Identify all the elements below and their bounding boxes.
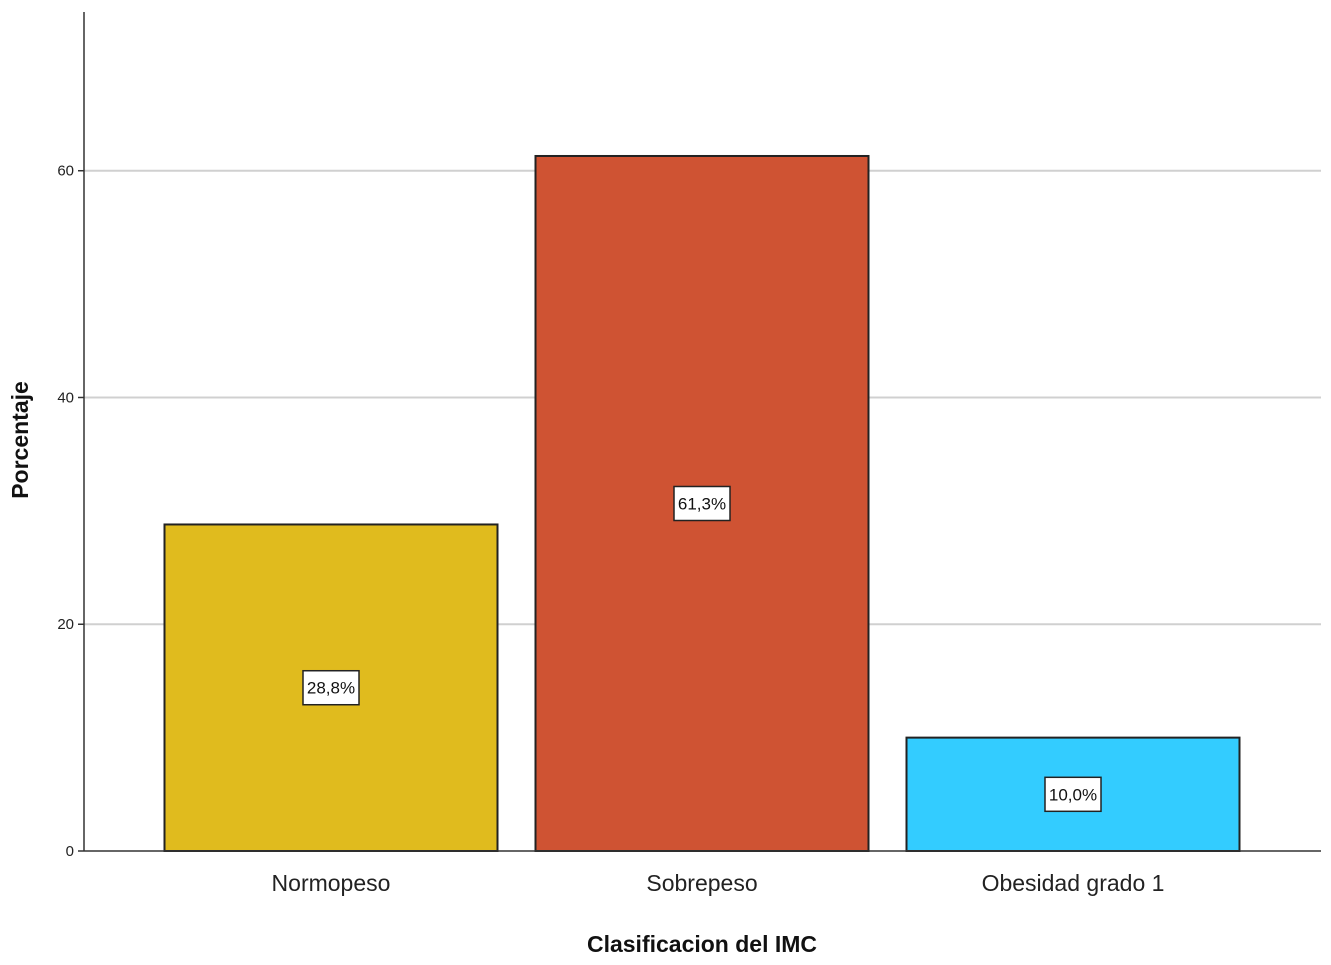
data-label: 10,0% (1049, 785, 1097, 804)
y-tick-label: 40 (57, 389, 74, 406)
data-label-box (673, 485, 731, 522)
x-axis-title: Clasificacion del IMC (587, 931, 817, 957)
x-tick-label: Sobrepeso (646, 870, 757, 896)
data-label-box (1044, 776, 1102, 813)
data-label-box (302, 669, 360, 706)
y-axis-ticks: 0 20 40 60 (57, 163, 84, 860)
bars: 28,8% 61,3% 10,0% (163, 154, 1241, 853)
x-tick-label: Normopeso (272, 870, 391, 896)
y-tick-label: 0 (66, 843, 74, 860)
x-axis-labels: Normopeso Sobrepeso Obesidad grado 1 (272, 870, 1165, 896)
x-tick-label: Obesidad grado 1 (982, 870, 1165, 896)
y-axis-title: Porcentaje (7, 381, 33, 499)
y-tick-label: 20 (57, 616, 74, 633)
y-tick-label: 60 (57, 163, 74, 180)
data-label: 61,3% (678, 494, 726, 513)
data-label: 28,8% (307, 679, 355, 698)
